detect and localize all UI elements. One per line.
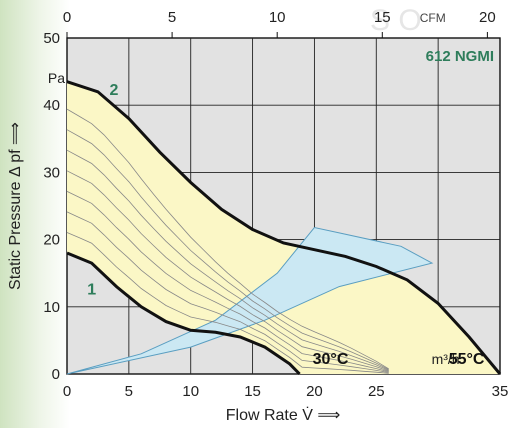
iso-lines xyxy=(66,108,389,374)
x2-tick-label: 15 xyxy=(374,9,391,26)
x2-unit-label: CFM xyxy=(420,11,446,25)
temperature-zone-area xyxy=(66,226,434,375)
x-tick-label: 10 xyxy=(182,383,199,400)
curve-1-label: 1 xyxy=(87,282,96,299)
y-tick-label: 20 xyxy=(43,232,60,249)
y-tick-label: 10 xyxy=(43,299,60,316)
y-axis-title: Static Pressure Δ pf ⟹ xyxy=(7,122,24,290)
y-tick-label: 40 xyxy=(43,97,60,114)
temperature-label: 30°C xyxy=(313,351,349,368)
iso-line xyxy=(66,211,389,373)
y-tick-label: 50 xyxy=(43,30,60,47)
iso-line xyxy=(66,108,389,370)
x-tick-label: 35 xyxy=(492,383,509,400)
iso-line xyxy=(66,232,389,374)
iso-line xyxy=(66,129,389,370)
x2-tick-label: 5 xyxy=(168,9,176,26)
y-unit-label: Pa xyxy=(48,70,65,86)
y-tick-label: 30 xyxy=(43,164,60,181)
x-tick-label: 5 xyxy=(125,383,133,400)
curve-1-line xyxy=(66,251,301,376)
temperature-label: 55°C xyxy=(449,351,485,368)
x-tick-label: 20 xyxy=(306,383,323,400)
x2-tick-label: 10 xyxy=(269,9,286,26)
x-tick-label: 25 xyxy=(368,383,385,400)
curve-2-label: 2 xyxy=(110,82,119,99)
iso-line xyxy=(66,170,389,372)
x2-tick-label: 0 xyxy=(63,9,71,26)
iso-line xyxy=(66,149,389,371)
curve-2-line xyxy=(66,80,502,375)
x-unit-label: m³/h xyxy=(432,351,460,367)
labels: Pa m³/h CFM Flow Rate V̇ ⟹ Static Pressure Δ… xyxy=(7,11,494,424)
operating-band xyxy=(67,81,500,374)
y-tick-label: 0 xyxy=(52,366,60,383)
x-axis-title: Flow Rate V̇ ⟹ xyxy=(226,406,341,424)
model-label: 612 NGMI xyxy=(426,48,494,65)
x-tick-label: 15 xyxy=(244,383,261,400)
x2-tick-label: 20 xyxy=(479,9,496,26)
iso-line xyxy=(66,191,389,373)
x-tick-label: 0 xyxy=(63,383,71,400)
watermark-text: S O xyxy=(370,4,422,37)
